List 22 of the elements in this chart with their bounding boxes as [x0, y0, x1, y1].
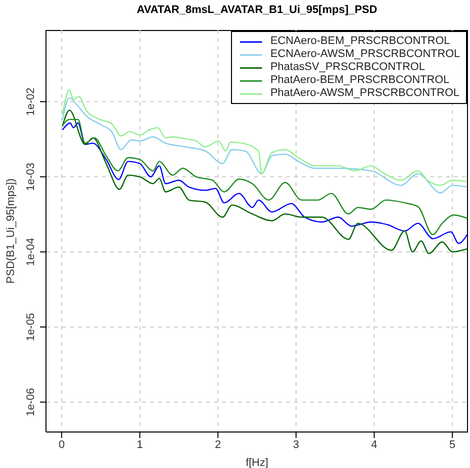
x-tick-label: 3	[293, 438, 300, 451]
line-series	[62, 110, 468, 254]
x-tick-label: 1	[136, 438, 143, 451]
legend-label: PhatasSV_PRSCRBCONTROL	[270, 61, 425, 74]
line-series	[62, 97, 468, 194]
line-series	[62, 89, 468, 186]
y-tick-label: 1e-03	[25, 162, 37, 191]
legend-label: ECNAero-AWSM_PRSCRBCONTROL	[270, 48, 460, 61]
y-tick-label: 1e-02	[25, 88, 37, 116]
y-axis-title: PSD(B1_Ui_95[mps])	[5, 178, 17, 284]
legend-label: ECNAero-BEM_PRSCRBCONTROL	[270, 35, 450, 48]
y-tick-label: 1e-05	[25, 312, 37, 342]
chart-title: AVATAR_8msL_AVATAR_B1_Ui_95[mps]_PSD	[136, 4, 378, 16]
legend-label: PhatAero-BEM_PRSCRBCONTROL	[270, 74, 450, 87]
x-axis-title: f[Hz]	[246, 457, 268, 468]
y-tick-label: 1e-06	[25, 388, 37, 416]
x-tick-label: 5	[449, 438, 456, 451]
legend-label: PhatAero-AWSM_PRSCRBCONTROL	[270, 87, 460, 100]
y-tick-label: 1e-04	[25, 238, 37, 266]
x-tick-label: 2	[214, 438, 221, 451]
x-tick-label: 4	[371, 438, 378, 451]
x-tick-label: 0	[58, 438, 65, 451]
